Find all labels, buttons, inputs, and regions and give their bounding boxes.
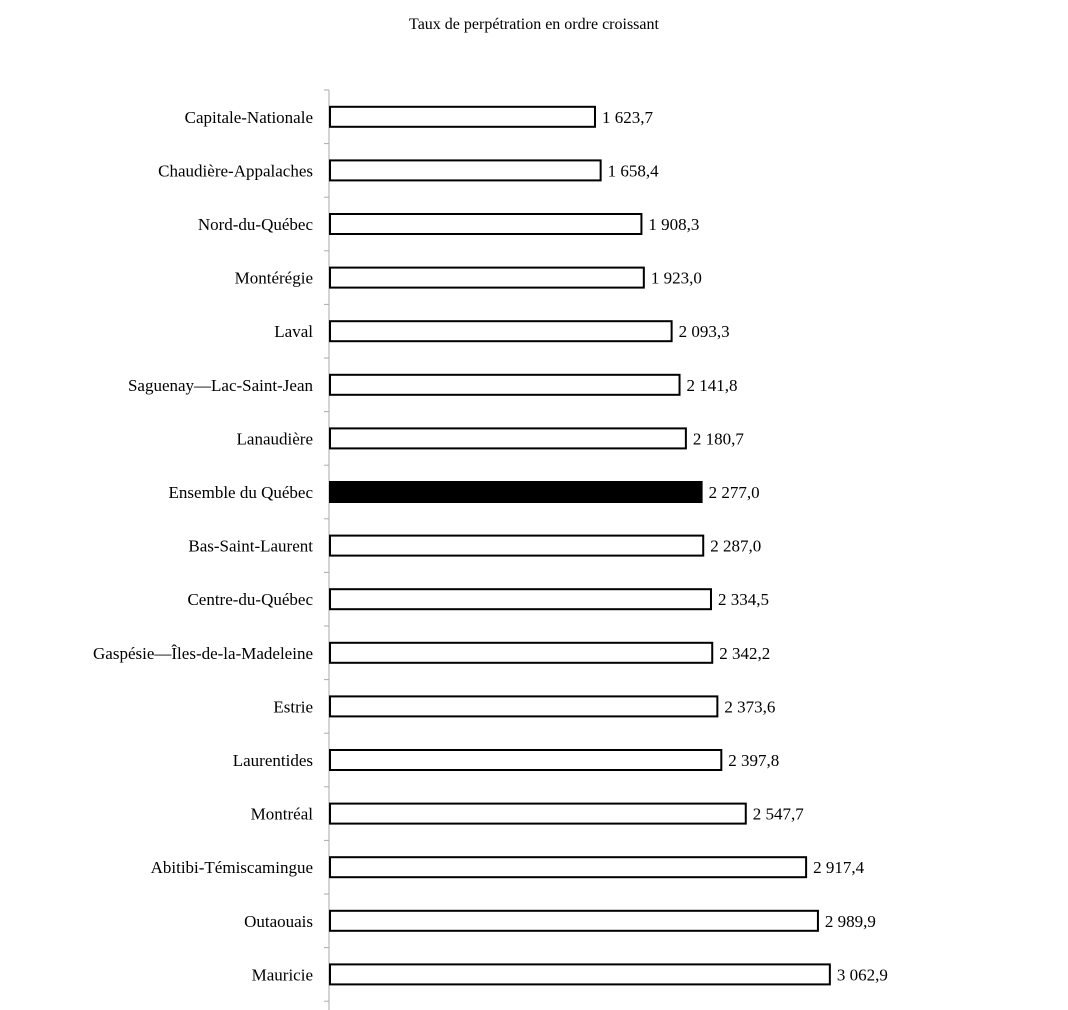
value-label: 2 547,7 (753, 805, 805, 824)
bar-highlight (329, 481, 703, 503)
category-label: Nord-du-Québec (198, 215, 314, 234)
category-label: Ensemble du Québec (169, 483, 314, 502)
value-label: 2 334,5 (718, 590, 769, 609)
category-label: Bas-Saint-Laurent (188, 537, 313, 556)
category-label: Chaudière-Appalaches (158, 161, 313, 180)
bar (329, 641, 714, 664)
category-label: Capitale-Nationale (185, 108, 313, 127)
category-label: Centre-du-Québec (187, 590, 313, 609)
bar (329, 159, 602, 182)
value-label: 1 623,7 (602, 108, 654, 127)
bar (329, 963, 831, 986)
value-label: 2 397,8 (728, 751, 779, 770)
bar (329, 266, 645, 289)
category-label: Saguenay—Lac-Saint-Jean (128, 376, 314, 395)
category-label: Montréal (251, 805, 314, 824)
category-label: Estrie (273, 697, 313, 716)
value-label: 2 342,2 (719, 644, 770, 663)
value-label: 2 917,4 (813, 858, 865, 877)
bar (329, 749, 723, 771)
value-label: 2 277,0 (709, 483, 760, 502)
value-label: 3 062,9 (837, 965, 888, 984)
bar (329, 320, 673, 343)
bar (329, 588, 712, 611)
chart-title: Taux de perpétration en ordre croissant (409, 16, 659, 33)
value-label: 2 373,6 (724, 697, 775, 716)
bar (329, 534, 705, 557)
value-label: 2 141,8 (687, 376, 738, 395)
value-label: 2 180,7 (693, 429, 745, 448)
value-label: 1 923,0 (651, 269, 702, 288)
category-label: Montérégie (235, 269, 313, 288)
bar (329, 802, 747, 825)
bar (329, 856, 808, 879)
category-label: Outaouais (244, 912, 313, 931)
category-label: Abitibi-Témiscamingue (151, 858, 313, 877)
value-label: 2 093,3 (679, 322, 730, 341)
category-label: Mauricie (252, 965, 313, 984)
value-label: 2 287,0 (710, 537, 761, 556)
category-label: Gaspésie—Îles-de-la-Madeleine (93, 644, 313, 663)
value-label: 2 989,9 (825, 912, 876, 931)
category-label: Laurentides (233, 751, 313, 770)
bar (329, 105, 596, 128)
bar (329, 373, 681, 396)
bar (329, 909, 819, 932)
value-label: 1 658,4 (608, 161, 660, 180)
bar (329, 427, 687, 450)
value-label: 1 908,3 (648, 215, 699, 234)
category-label: Laval (274, 322, 313, 341)
bar (329, 695, 719, 718)
bar (329, 213, 643, 235)
category-label: Lanaudière (237, 429, 313, 448)
